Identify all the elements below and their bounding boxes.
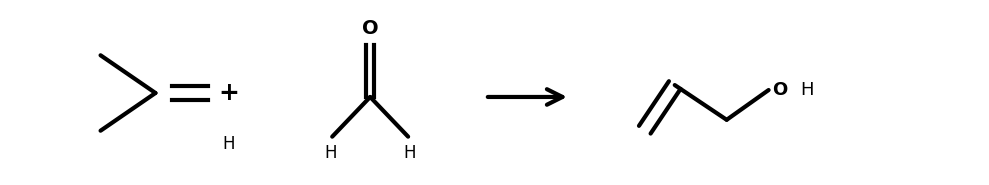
Text: O: O <box>772 81 788 99</box>
Text: O: O <box>362 19 379 38</box>
Text: H: H <box>223 135 234 153</box>
Text: +: + <box>218 81 238 105</box>
Text: H: H <box>324 144 336 162</box>
Text: H: H <box>800 81 814 99</box>
Text: H: H <box>404 144 416 162</box>
